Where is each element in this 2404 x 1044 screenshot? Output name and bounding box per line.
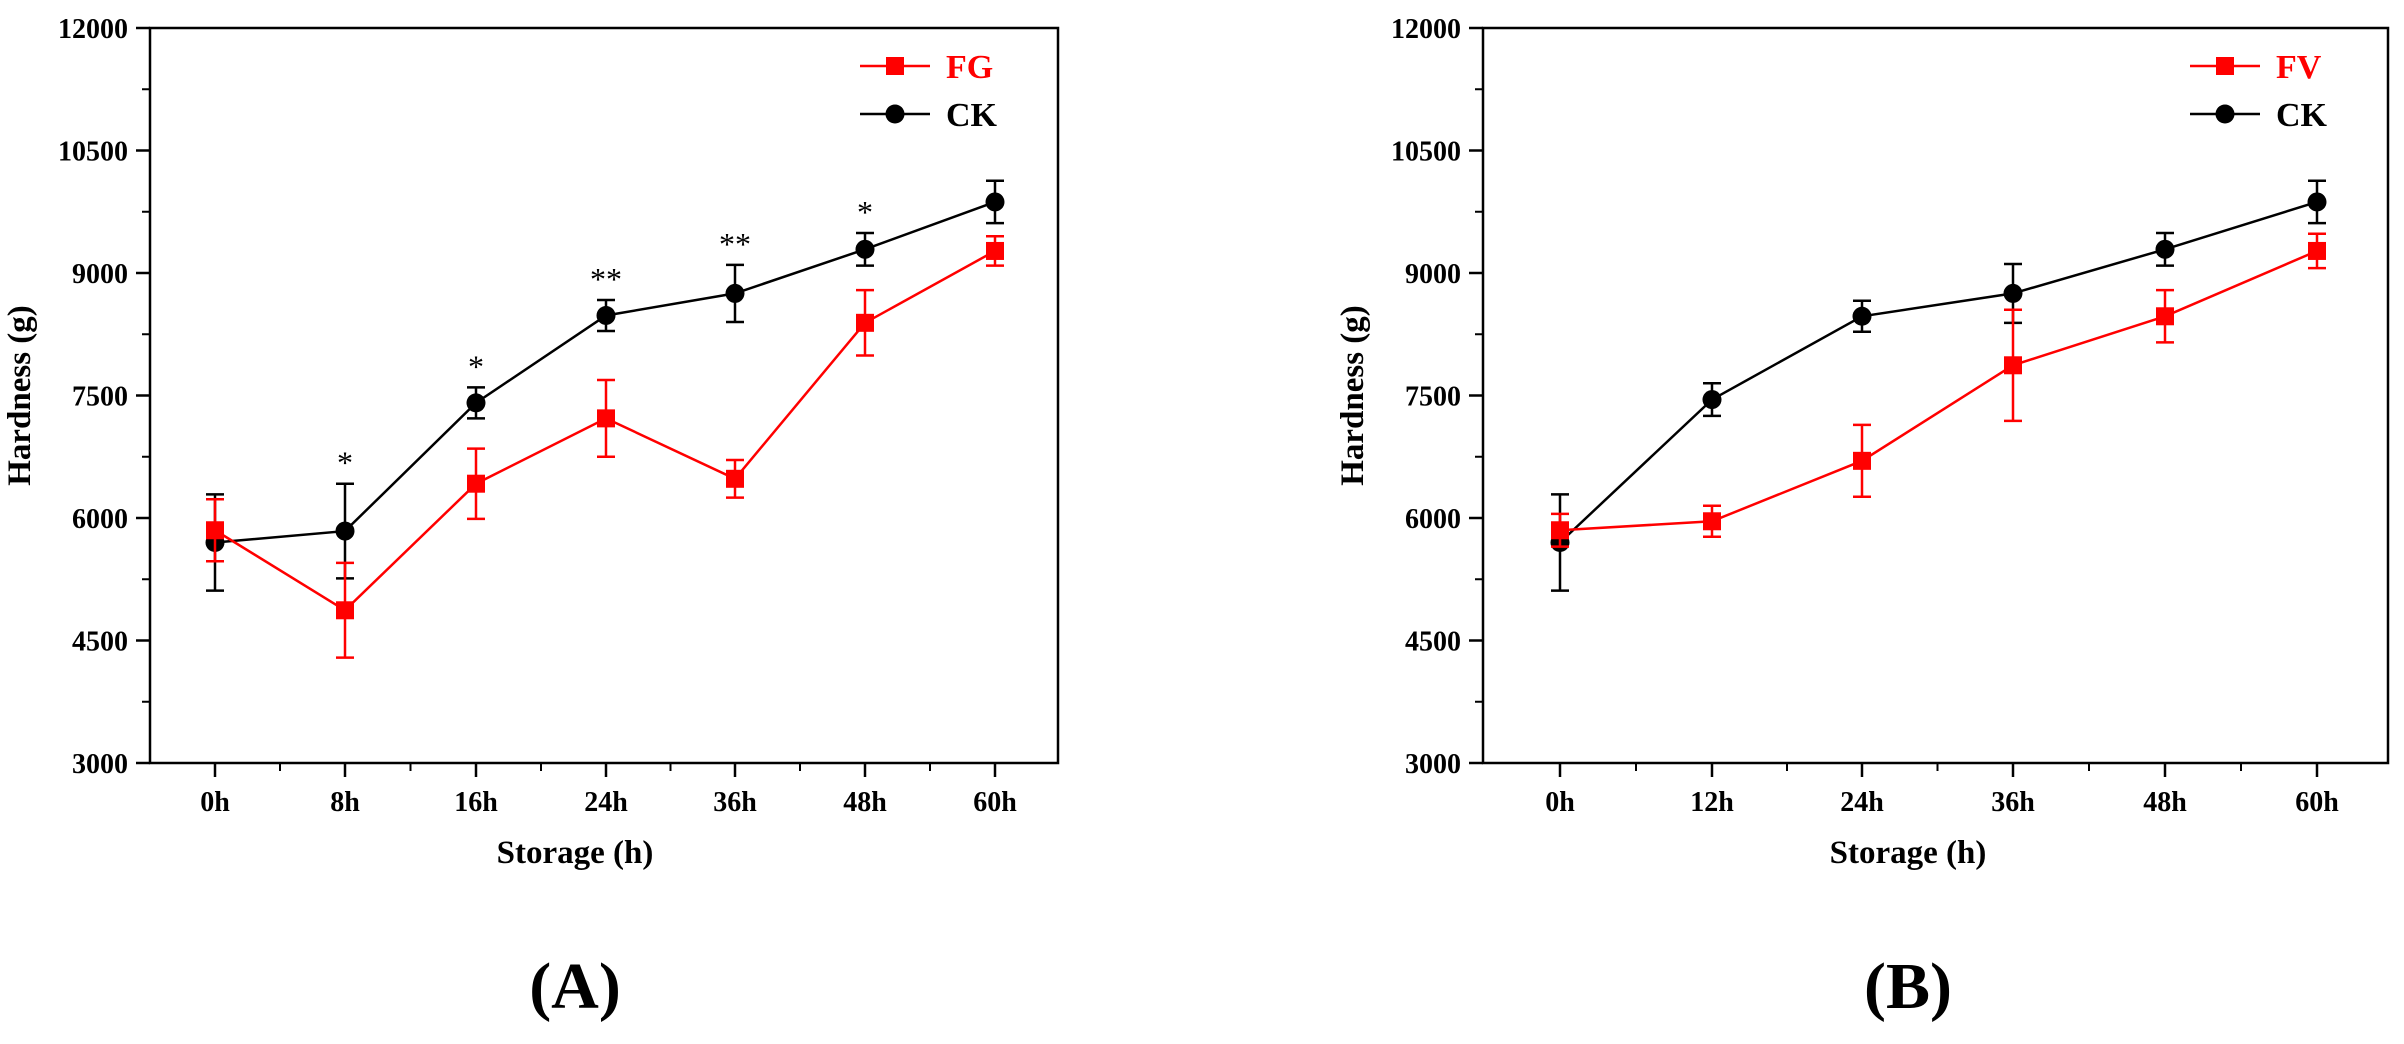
y-tick-label: 12000	[1391, 14, 1461, 45]
x-tick-label: 24h	[584, 787, 628, 818]
y-tick-label: 4500	[72, 627, 128, 658]
data-point	[986, 241, 1004, 260]
series-line	[214, 200, 996, 544]
x-tick-label: 48h	[2143, 787, 2187, 818]
data-point	[2156, 307, 2174, 326]
x-tick-label: 8h	[330, 787, 360, 818]
y-tick-label: 7500	[1405, 382, 1461, 413]
significance-marker: *	[468, 348, 484, 384]
chart-panel-b: 3000 4500 6000 7500 9000 10500 12000 0h 12h 24h 36…	[1335, 14, 2390, 1023]
legend-marker	[2215, 104, 2235, 124]
x-axis-title: Storage (h)	[1830, 835, 1987, 871]
data-point	[206, 521, 224, 540]
data-point	[336, 601, 354, 620]
series-ck	[205, 179, 1005, 592]
x-tick-label: 48h	[843, 787, 887, 818]
legend-item-ck: CK	[860, 97, 998, 134]
data-point	[1853, 451, 1871, 470]
data-point	[466, 393, 486, 413]
legend-item-fv: FV	[2190, 49, 2322, 86]
x-tick-label: 16h	[454, 787, 498, 818]
data-point	[726, 469, 744, 488]
x-tick-label: 24h	[1840, 787, 1884, 818]
y-tick-label: 6000	[1405, 504, 1461, 535]
data-point	[725, 283, 745, 303]
y-tick-label: 4500	[1405, 627, 1461, 658]
y-axis-title: Hardness (g)	[1335, 305, 1371, 486]
data-point	[597, 409, 615, 428]
legend-item-ck: CK	[2190, 97, 2328, 134]
data-point	[1852, 306, 1872, 326]
significance-marker: *	[857, 194, 873, 230]
x-tick-label: 12h	[1690, 787, 1734, 818]
series-fg	[206, 235, 1004, 659]
data-point	[855, 239, 875, 259]
data-point	[596, 305, 616, 325]
significance-marker: **	[719, 226, 751, 262]
y-tick-label: 10500	[1391, 137, 1461, 168]
x-axis-title: Storage (h)	[497, 835, 654, 871]
y-tick-label: 9000	[72, 259, 128, 290]
x-tick-label: 60h	[2295, 787, 2339, 818]
panel-label: (A)	[529, 950, 621, 1023]
panel-label: (B)	[1864, 950, 1952, 1023]
legend-label: CK	[946, 97, 998, 134]
x-tick-label: 36h	[713, 787, 757, 818]
data-point	[2004, 356, 2022, 375]
y-tick-label: 12000	[58, 14, 128, 45]
data-point	[856, 313, 874, 332]
data-point	[1702, 390, 1722, 410]
chart-panel-a: 3000 4500 6000 7500 9000 10500 12000 0h 8h 16h 24h…	[2, 14, 1060, 1023]
y-tick-label: 3000	[72, 749, 128, 780]
y-tick-label: 9000	[1405, 259, 1461, 290]
legend-label: FV	[2276, 49, 2322, 86]
series-fv	[1551, 232, 2326, 548]
legend-item-fg: FG	[860, 49, 993, 86]
y-tick-label: 3000	[1405, 749, 1461, 780]
y-tick-label: 10500	[58, 137, 128, 168]
plot-frame	[1481, 26, 2390, 765]
plot-frame	[148, 26, 1060, 765]
data-point	[2003, 283, 2023, 303]
series-line	[1559, 249, 2318, 532]
x-tick-label: 0h	[200, 787, 230, 818]
y-axis-title: Hardness (g)	[2, 305, 38, 486]
legend-marker	[886, 57, 904, 75]
data-point	[2155, 239, 2175, 259]
legend-label: CK	[2276, 97, 2328, 134]
significance-marker: **	[590, 261, 622, 297]
data-point	[2308, 241, 2326, 260]
data-point	[985, 192, 1005, 212]
y-tick-label: 6000	[72, 504, 128, 535]
data-point	[1703, 512, 1721, 531]
legend-label: FG	[946, 49, 993, 86]
x-tick-label: 0h	[1545, 787, 1575, 818]
series-line	[1559, 200, 2318, 544]
x-tick-label: 36h	[1991, 787, 2035, 818]
x-tick-label: 60h	[973, 787, 1017, 818]
legend-marker	[2216, 57, 2234, 75]
legend-marker	[885, 104, 905, 124]
data-point	[467, 474, 485, 493]
series-ck	[1550, 179, 2327, 592]
data-point	[2307, 192, 2327, 212]
data-point	[1551, 521, 1569, 540]
data-point	[335, 521, 355, 541]
significance-marker: *	[337, 445, 353, 481]
y-tick-label: 7500	[72, 382, 128, 413]
